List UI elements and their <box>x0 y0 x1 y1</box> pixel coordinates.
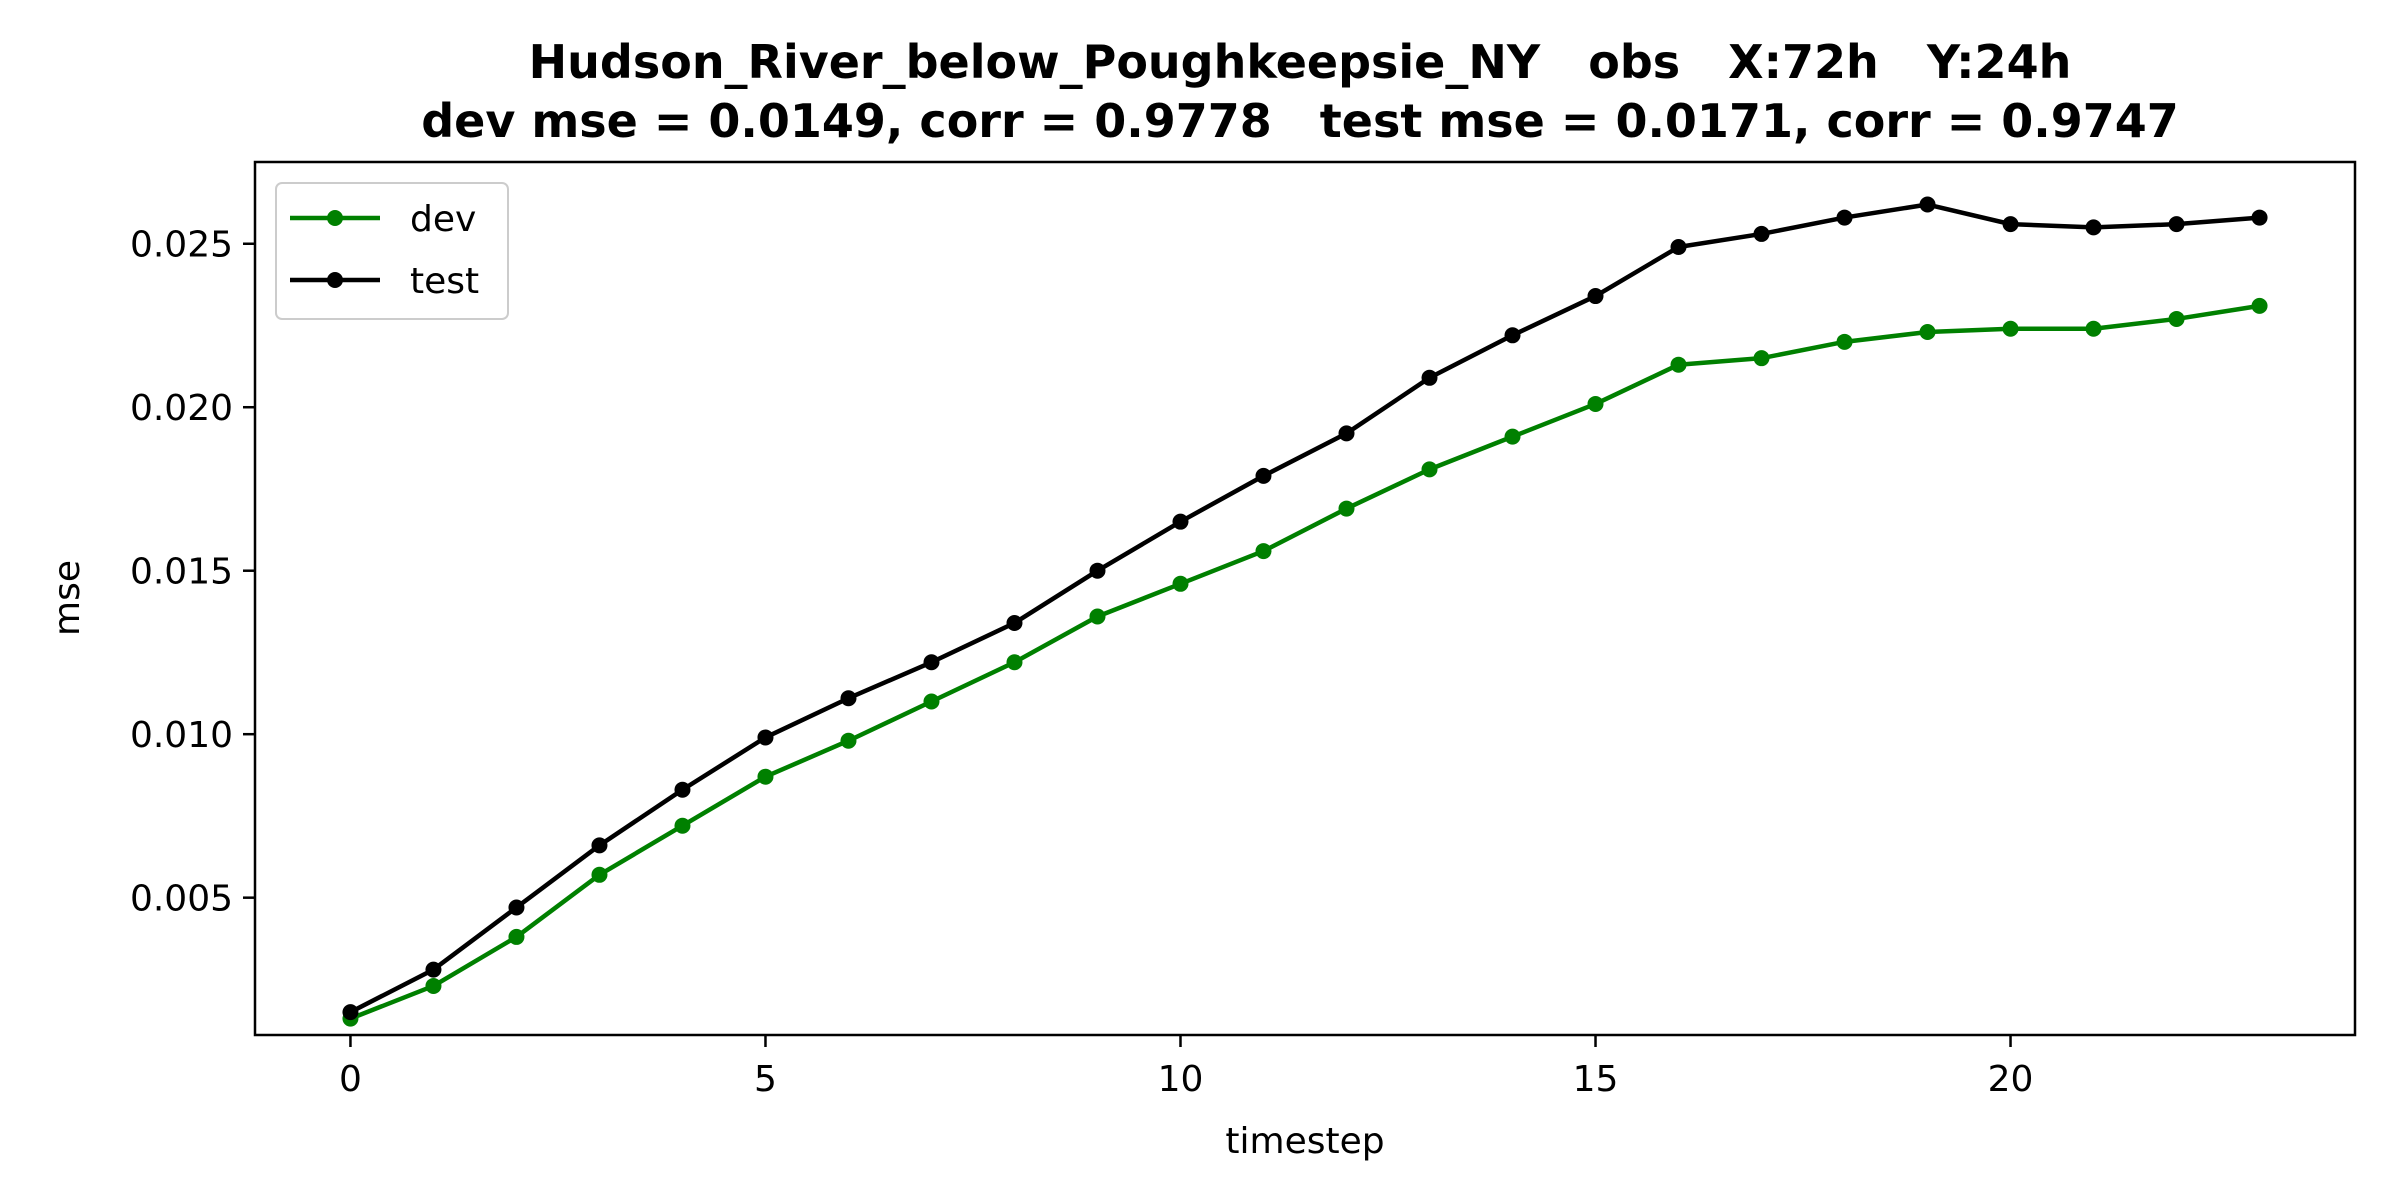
data-point-dev <box>1836 333 1853 350</box>
data-point-dev <box>425 977 442 994</box>
data-point-test <box>342 1004 359 1021</box>
data-point-test <box>2251 209 2268 226</box>
data-point-test <box>1670 239 1687 256</box>
data-point-test <box>1172 513 1189 530</box>
data-point-test <box>757 729 774 746</box>
chart-subtitle: dev mse = 0.0149, corr = 0.9778 test mse… <box>421 94 2179 148</box>
y-tick-label: 0.015 <box>130 552 233 593</box>
data-point-dev <box>674 817 691 834</box>
data-point-test <box>1919 196 1936 213</box>
data-point-test <box>1255 467 1272 484</box>
data-point-test <box>1504 327 1521 344</box>
data-point-test <box>1587 288 1604 305</box>
data-point-dev <box>2002 320 2019 337</box>
data-point-test <box>2002 216 2019 233</box>
y-tick-label: 0.005 <box>130 879 233 920</box>
x-tick-label: 15 <box>1573 1059 1619 1100</box>
y-axis-ticks: 0.005 0.010 0.015 0.020 0.025 <box>130 225 255 920</box>
legend-marker-test <box>327 272 343 288</box>
x-tick-label: 10 <box>1158 1059 1204 1100</box>
y-tick-label: 0.025 <box>130 225 233 266</box>
data-point-dev <box>2168 310 2185 327</box>
legend-label-dev: dev <box>410 199 476 240</box>
data-point-dev <box>1753 350 1770 367</box>
data-point-dev <box>508 928 525 945</box>
x-tick-label: 0 <box>339 1059 362 1100</box>
data-point-dev <box>2085 320 2102 337</box>
data-point-test <box>1421 369 1438 386</box>
data-point-test <box>923 654 940 671</box>
data-point-dev <box>1089 608 1106 625</box>
data-point-dev <box>1504 428 1521 445</box>
legend: dev test <box>275 182 509 320</box>
data-point-dev <box>923 693 940 710</box>
data-point-test <box>508 899 525 916</box>
legend-marker-dev <box>327 210 343 226</box>
series-line-dev <box>349 303 2260 1021</box>
data-point-dev <box>840 732 857 749</box>
x-axis-label: timestep <box>1225 1121 1384 1162</box>
data-point-dev <box>1670 356 1687 373</box>
data-point-test <box>2168 216 2185 233</box>
data-point-dev <box>591 866 608 883</box>
data-point-dev <box>2251 297 2268 314</box>
data-point-test <box>1089 562 1106 579</box>
series-layer <box>342 196 2268 1027</box>
x-tick-label: 20 <box>1988 1059 2034 1100</box>
data-point-dev <box>1587 395 1604 412</box>
x-tick-label: 5 <box>754 1059 777 1100</box>
data-point-dev <box>1172 575 1189 592</box>
data-point-test <box>1836 209 1853 226</box>
plot-area-frame <box>253 160 2357 1037</box>
y-tick-label: 0.010 <box>130 715 233 756</box>
data-point-dev <box>757 768 774 785</box>
data-point-test <box>1753 225 1770 242</box>
data-point-test <box>1338 425 1355 442</box>
data-point-dev <box>1919 324 1936 341</box>
data-point-dev <box>1338 500 1355 517</box>
data-point-test <box>591 837 608 854</box>
legend-label-test: test <box>410 261 479 302</box>
data-point-dev <box>1421 461 1438 478</box>
y-axis-label: mse <box>47 560 88 636</box>
data-point-dev <box>1006 654 1023 671</box>
chart-title: Hudson_River_below_Poughkeepsie_NY obs X… <box>529 35 2072 89</box>
data-point-test <box>840 690 857 707</box>
data-point-test <box>1006 615 1023 632</box>
data-point-dev <box>1255 543 1272 560</box>
series-line-test <box>349 202 2260 1015</box>
data-point-test <box>425 961 442 978</box>
y-tick-label: 0.020 <box>130 388 233 429</box>
data-point-test <box>674 781 691 798</box>
data-point-test <box>2085 219 2102 236</box>
x-axis-ticks: 0 5 10 15 20 <box>339 1035 2033 1100</box>
